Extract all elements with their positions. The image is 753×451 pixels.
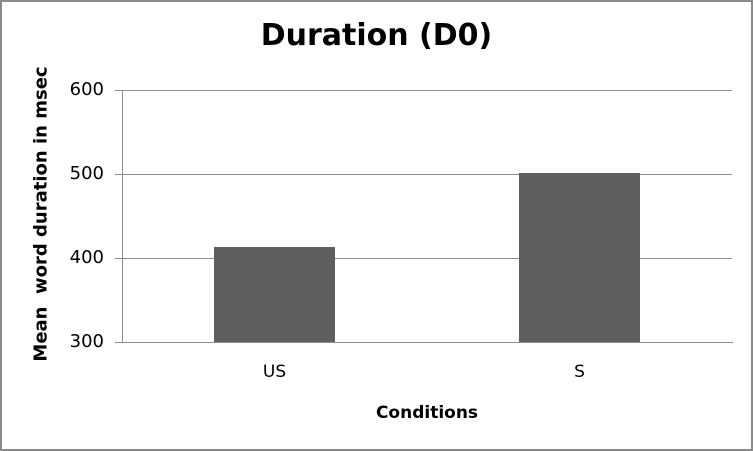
plot-area <box>122 90 733 343</box>
y-gridline <box>122 174 732 175</box>
y-tick-mark <box>115 90 122 91</box>
chart-title: Duration (D0) <box>260 18 493 53</box>
x-category-label: US <box>262 362 287 382</box>
bar-s <box>519 173 640 342</box>
y-gridline <box>122 258 732 259</box>
y-tick-label: 400 <box>69 247 104 268</box>
y-axis-title: Mean word duration in msec <box>30 66 52 362</box>
y-tick-mark <box>115 342 122 343</box>
bar-us <box>214 247 335 342</box>
y-gridline <box>122 90 732 91</box>
y-tick-label: 600 <box>69 79 104 100</box>
y-tick-label: 300 <box>69 331 104 352</box>
x-category-label: S <box>574 362 585 382</box>
y-tick-mark <box>115 174 122 175</box>
y-tick-mark <box>115 258 122 259</box>
y-tick-label: 500 <box>69 163 104 184</box>
x-axis-title: Conditions <box>375 403 479 423</box>
